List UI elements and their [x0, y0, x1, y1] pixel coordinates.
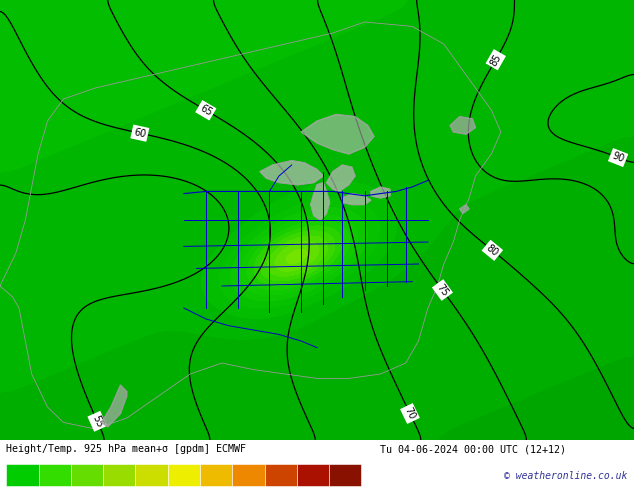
Polygon shape	[450, 117, 476, 134]
Text: 70: 70	[403, 406, 417, 421]
Text: 80: 80	[484, 243, 500, 258]
Polygon shape	[311, 183, 330, 220]
Bar	[297, 464, 329, 486]
Bar	[136, 464, 168, 486]
Text: Tu 04-06-2024 00:00 UTC (12+12): Tu 04-06-2024 00:00 UTC (12+12)	[380, 444, 566, 454]
Text: 60: 60	[133, 127, 147, 139]
Bar	[6, 464, 39, 486]
Bar	[103, 464, 136, 486]
Bar	[264, 464, 297, 486]
Bar	[329, 464, 361, 486]
Bar	[232, 464, 264, 486]
Polygon shape	[260, 161, 323, 185]
Bar	[200, 464, 232, 486]
Text: 90: 90	[611, 150, 626, 165]
Text: © weatheronline.co.uk: © weatheronline.co.uk	[504, 471, 628, 481]
Text: 85: 85	[488, 52, 503, 68]
Polygon shape	[371, 187, 390, 198]
Polygon shape	[301, 114, 374, 154]
Bar	[168, 464, 200, 486]
Polygon shape	[342, 194, 371, 205]
Bar	[39, 464, 71, 486]
Polygon shape	[327, 165, 355, 192]
Polygon shape	[101, 385, 127, 427]
Text: 55: 55	[90, 414, 105, 429]
Polygon shape	[460, 205, 469, 214]
Text: 75: 75	[435, 282, 450, 298]
Text: 65: 65	[198, 103, 214, 118]
Bar	[71, 464, 103, 486]
Text: Height/Temp. 925 hPa mean+σ [gpdm] ECMWF: Height/Temp. 925 hPa mean+σ [gpdm] ECMWF	[6, 444, 247, 454]
